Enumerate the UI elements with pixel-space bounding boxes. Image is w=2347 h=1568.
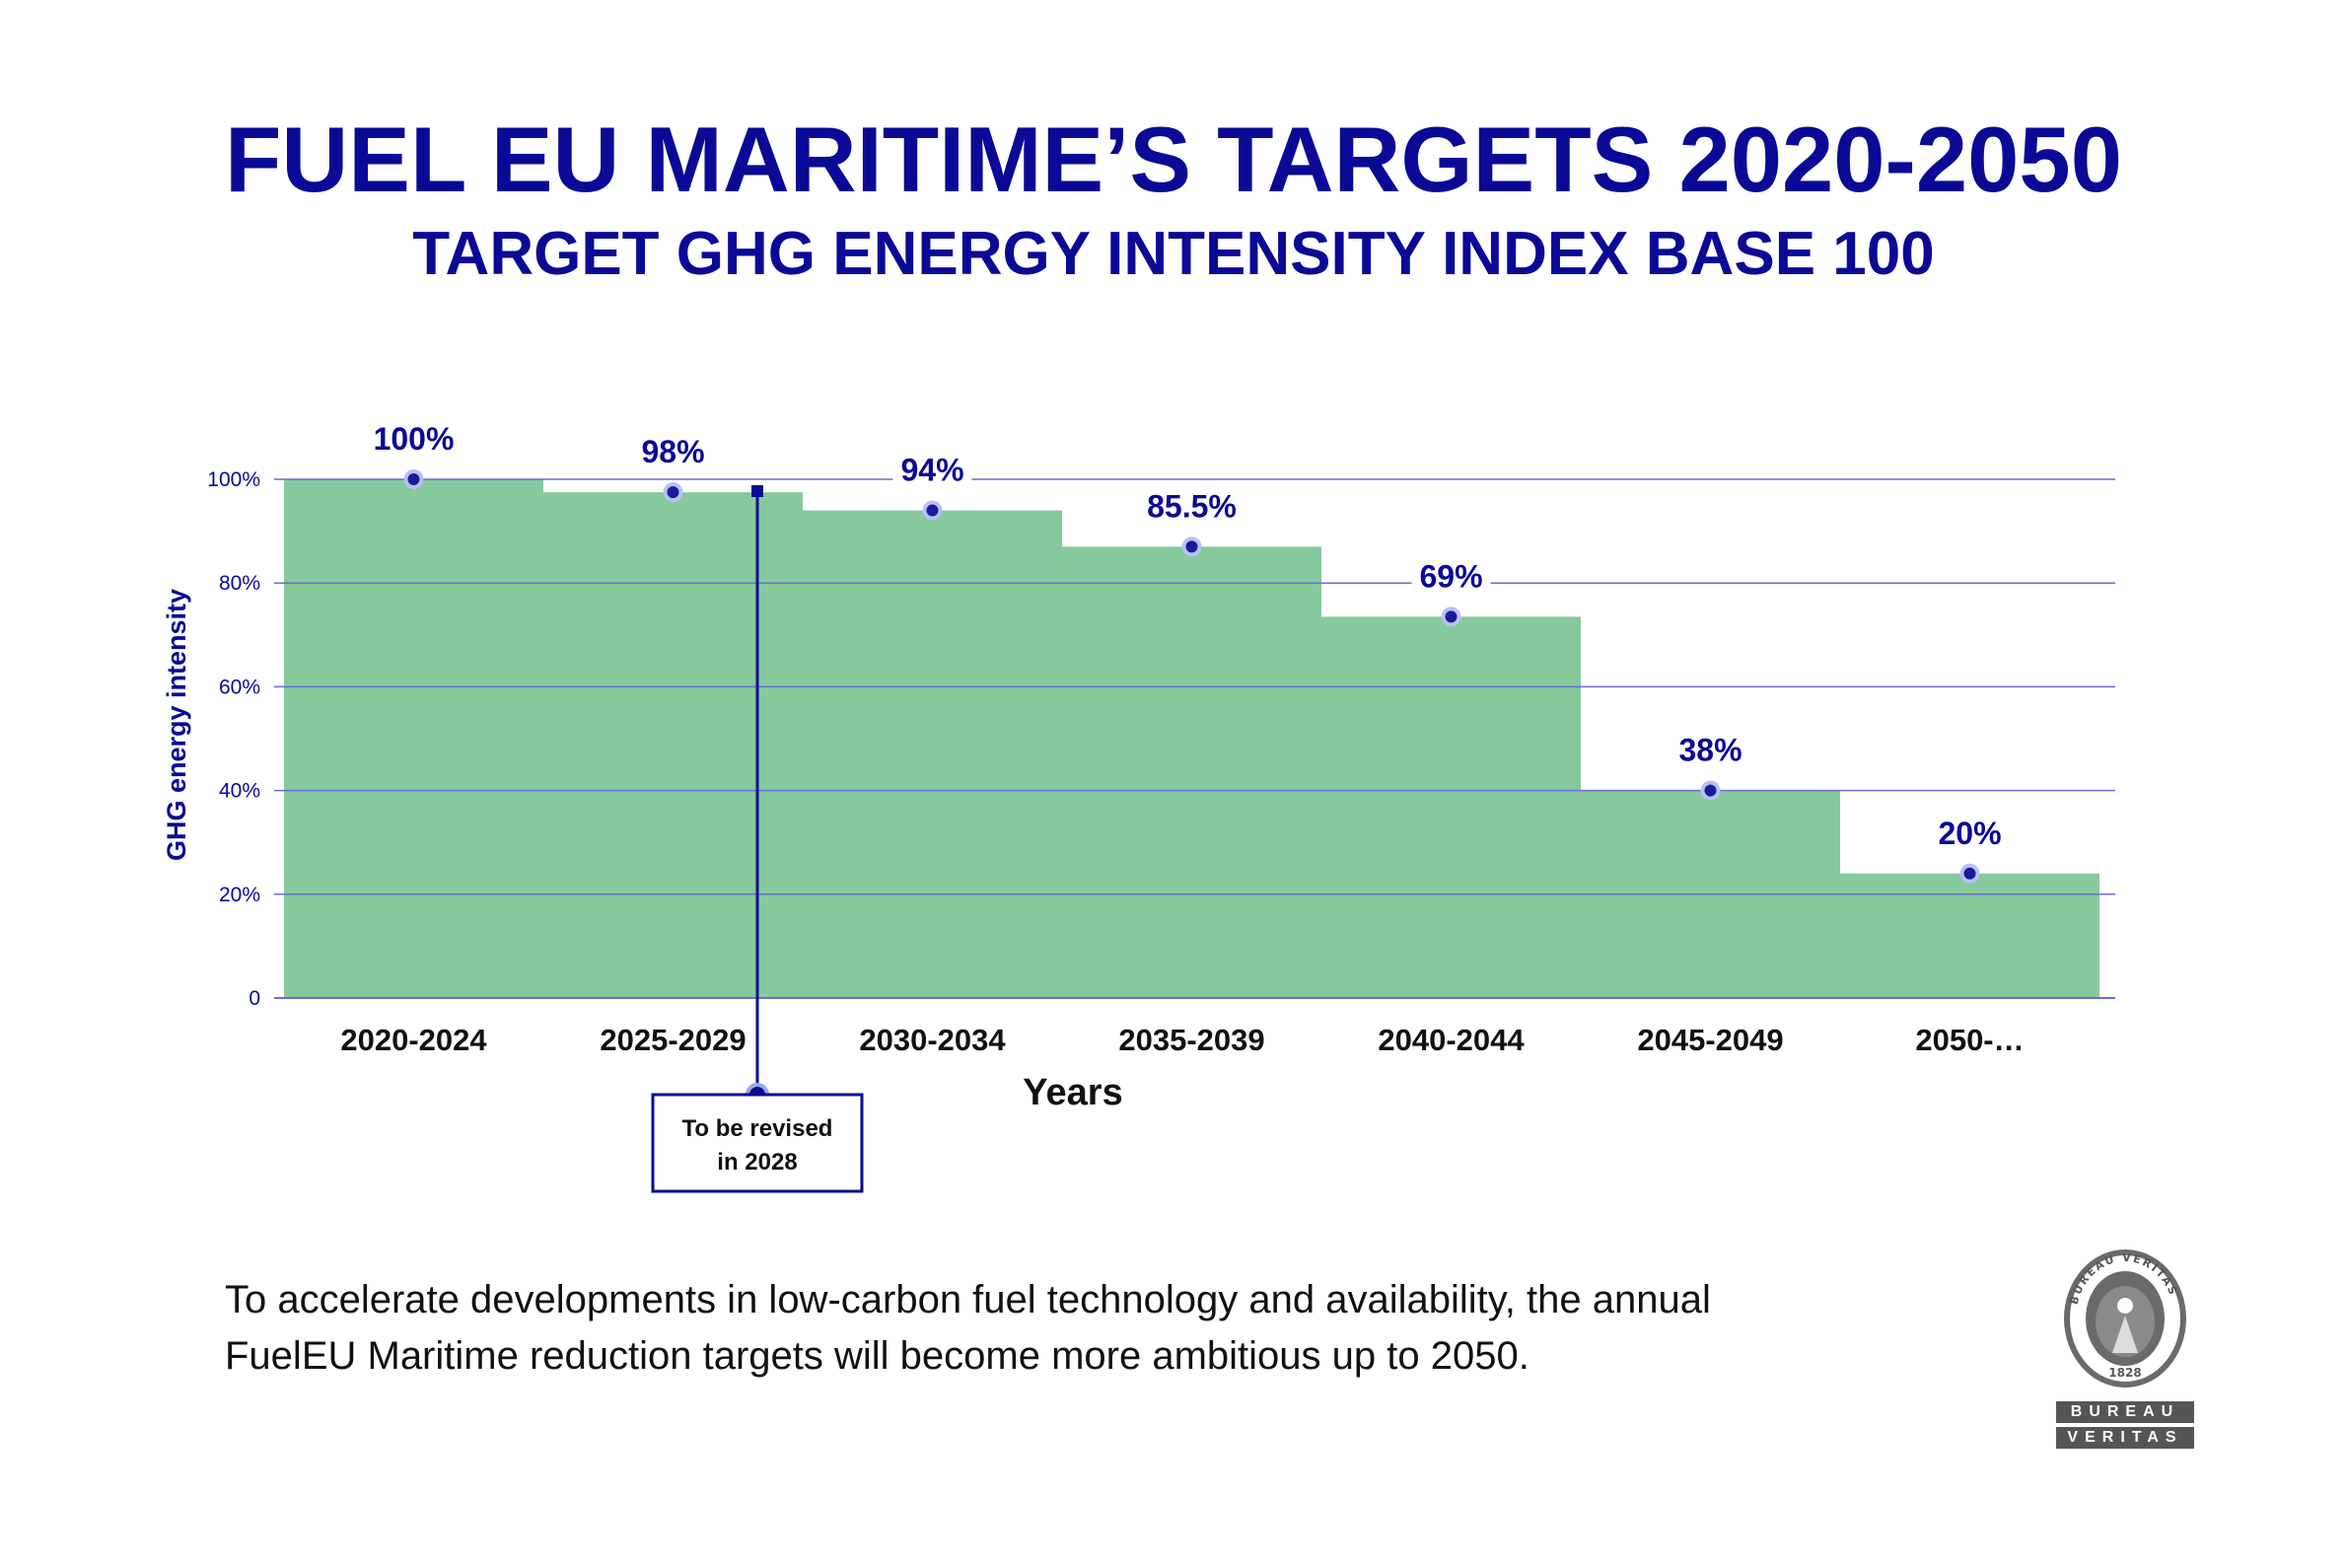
data-label-bg (1411, 555, 1491, 598)
data-label-2035-2039: 85.5% (1147, 488, 1237, 524)
y-tick-label: 80% (219, 572, 260, 595)
page-subtitle: TARGET GHG ENERGY INTENSITY INDEX BASE 1… (412, 220, 1935, 288)
x-axis-label: Years (1023, 1072, 1122, 1113)
x-tick-label-2045-2049: 2045-2049 (1637, 1023, 1783, 1057)
marker-2035-2039 (1181, 536, 1202, 557)
y-tick-label: 100% (207, 468, 260, 491)
data-label-2025-2029: 98% (641, 434, 704, 469)
y-axis-label: GHG energy intensity (162, 589, 191, 861)
logo-bar-veritas: VERITAS (2056, 1427, 2194, 1449)
bar-2020-2024 (284, 479, 543, 998)
marker-2030-2034 (922, 500, 943, 521)
y-tick-labels: 0 20% 40% 60% 80% 100% (207, 468, 260, 1010)
annotation-box (651, 1093, 864, 1193)
annotation-top-marker (751, 485, 763, 497)
marker-2045-2049 (1700, 780, 1721, 801)
marker-2040-2044 (1441, 606, 1461, 627)
x-tick-labels: 2020-2024 2025-2029 2030-2034 2035-2039 2040… (340, 1023, 2024, 1057)
data-labels: 100% 98% 94% 85.5% 69% 38% 20% (365, 418, 2010, 854)
bar-2050-… (1840, 873, 2099, 998)
bar-2025-2029 (543, 492, 803, 998)
data-label-bg (365, 418, 462, 460)
data-label-2020-2024: 100% (374, 421, 455, 457)
annotation-text-line1: To be revised (682, 1115, 833, 1142)
data-label-bg (892, 449, 972, 491)
marker-2020-2024 (403, 469, 424, 489)
bar-2040-2044 (1321, 616, 1581, 998)
logo-year: 1828 (2108, 1366, 2141, 1380)
page-title: FUEL EU MARITIME’S TARGETS 2020-2050 (225, 107, 2122, 211)
revision-annotation: To be revised in 2028 (651, 485, 864, 1193)
data-label-bg (1930, 812, 2010, 854)
x-tick-label-2040-2044: 2040-2044 (1378, 1023, 1525, 1057)
bars (284, 479, 2099, 998)
annotation-text-line2: in 2028 (717, 1149, 797, 1176)
data-label-bg (1671, 729, 1750, 771)
y-tick-label: 0 (249, 987, 260, 1010)
y-tick-label: 40% (219, 780, 260, 803)
data-label-2045-2049: 38% (1678, 733, 1742, 768)
data-label-2030-2034: 94% (900, 453, 963, 488)
bureau-veritas-seal-icon: BUREAU VERITAS 1828 (2064, 1249, 2186, 1388)
x-tick-label-2030-2034: 2030-2034 (859, 1023, 1006, 1057)
x-tick-label-2025-2029: 2025-2029 (600, 1023, 746, 1057)
y-tick-label: 60% (219, 676, 260, 698)
marker-2025-2029 (663, 482, 683, 503)
y-tick-label: 20% (219, 884, 260, 906)
x-tick-label-2050-…: 2050-… (1915, 1023, 2024, 1057)
data-label-2050-…: 20% (1938, 816, 2001, 851)
marker-2050-… (1959, 863, 1980, 884)
gridlines (274, 478, 2115, 999)
bureau-veritas-logo: BUREAU VERITAS 1828 BUREAU VERITAS (2051, 1245, 2199, 1449)
logo-bar-bureau: BUREAU (2056, 1401, 2194, 1423)
bar-2030-2034 (803, 510, 1062, 998)
x-tick-label-2020-2024: 2020-2024 (340, 1023, 487, 1057)
ghg-intensity-chart: 0 20% 40% 60% 80% 100% 2020-2024 2025-2029 2030… (162, 418, 2115, 1193)
bar-2035-2039 (1062, 546, 1321, 998)
x-tick-label-2035-2039: 2035-2039 (1118, 1023, 1264, 1057)
caption-text: To accelerate developments in low-carbon… (225, 1278, 1711, 1378)
data-label-bg (1134, 485, 1249, 528)
data-label-2040-2044: 69% (1419, 558, 1482, 594)
value-markers (403, 469, 1980, 884)
data-label-bg (633, 431, 713, 473)
